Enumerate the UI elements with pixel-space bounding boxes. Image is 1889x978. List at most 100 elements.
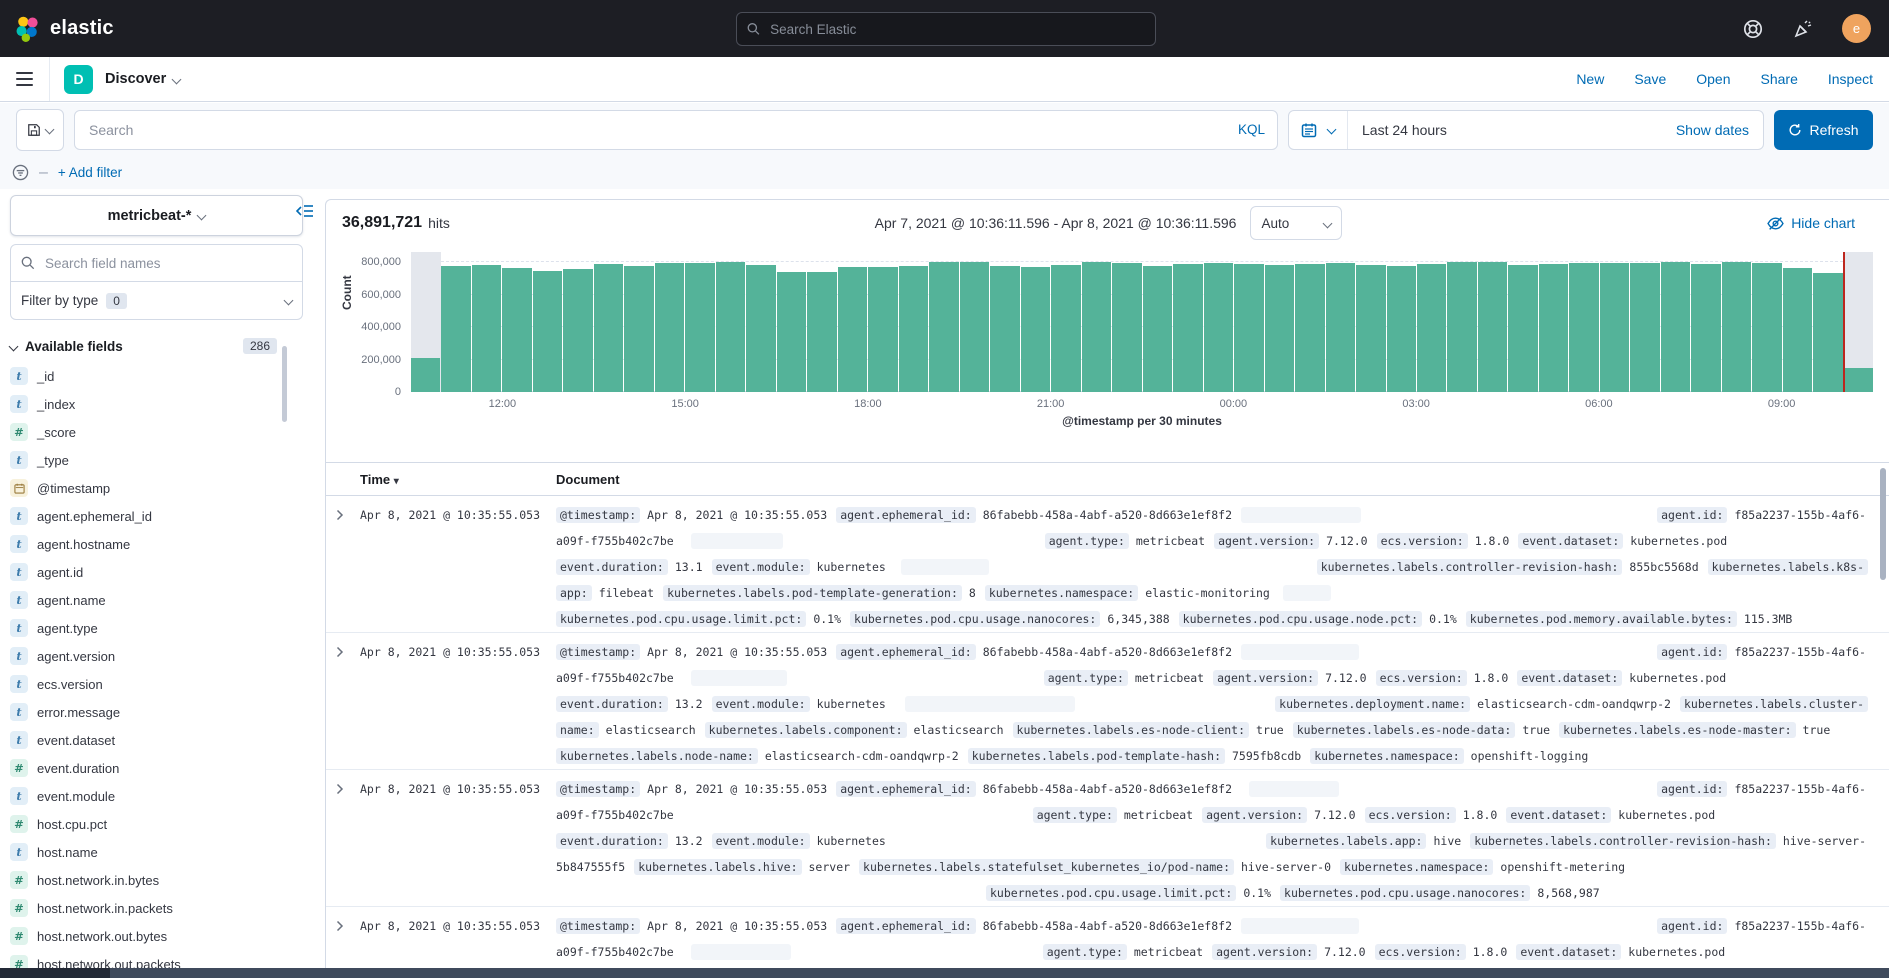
field-item-agent.name[interactable]: t agent.name xyxy=(10,586,303,614)
calendar-dropdown-button[interactable] xyxy=(1289,110,1348,149)
field-value: 0.1% xyxy=(1429,612,1457,626)
saved-queries-button[interactable] xyxy=(16,108,64,151)
field-name: agent.hostname xyxy=(37,536,131,552)
field-value: metricbeat xyxy=(1134,671,1205,685)
field-value: 0.1% xyxy=(813,612,842,626)
field-type-number-icon: # xyxy=(10,955,28,968)
expand-row-icon[interactable] xyxy=(334,502,360,632)
save-button[interactable]: Save xyxy=(1634,71,1667,87)
expand-row-icon[interactable] xyxy=(334,776,360,906)
field-value: hive-server- xyxy=(1782,834,1866,848)
field-item-_score[interactable]: # _score xyxy=(10,418,303,446)
histogram-bar xyxy=(1752,263,1782,392)
open-button[interactable]: Open xyxy=(1696,71,1731,87)
field-name-chip: kubernetes.labels.k8s- xyxy=(1707,559,1868,575)
user-avatar[interactable]: e xyxy=(1842,14,1871,43)
table-scrollbar[interactable] xyxy=(1880,468,1886,580)
field-name-chip: event.duration: xyxy=(556,833,668,849)
add-filter-button[interactable]: + Add filter xyxy=(57,165,123,180)
x-tick-label: 09:00 xyxy=(1767,398,1796,410)
field-value: f85a2237-155b-4af6- xyxy=(1734,919,1866,933)
x-tick-label: 18:00 xyxy=(854,398,882,410)
inspect-button[interactable]: Inspect xyxy=(1827,71,1873,87)
hide-chart-button[interactable]: Hide chart xyxy=(1767,215,1873,232)
field-value: f85a2237-155b-4af6- xyxy=(1734,645,1866,659)
field-name-chip: kubernetes.pod.cpu.usage.node.pct: xyxy=(1178,611,1423,627)
field-search-input[interactable] xyxy=(43,254,292,272)
y-tick-label: 600,000 xyxy=(361,288,401,301)
histogram-plot-area[interactable]: 0 200,000 400,000 600,000 800,000 xyxy=(361,252,1874,398)
histogram-bar xyxy=(654,263,685,392)
field-item-_type[interactable]: t _type xyxy=(10,446,303,474)
refresh-button[interactable]: Refresh xyxy=(1774,109,1873,150)
expand-row-icon[interactable] xyxy=(334,639,360,769)
field-value: elasticsearch xyxy=(913,723,1004,737)
filter-icon[interactable] xyxy=(12,164,29,181)
field-name: _index xyxy=(37,396,76,412)
help-icon[interactable] xyxy=(1742,18,1764,40)
field-item-host.name[interactable]: t host.name xyxy=(10,838,303,866)
kql-search-box[interactable]: KQL xyxy=(74,109,1278,150)
kql-search-input[interactable] xyxy=(87,120,1230,139)
show-dates-button[interactable]: Show dates xyxy=(1675,121,1749,138)
redacted-chip xyxy=(1241,918,1359,934)
field-item-event.duration[interactable]: # event.duration xyxy=(10,754,303,782)
gridline xyxy=(411,261,1873,263)
expand-row-icon[interactable] xyxy=(334,913,360,968)
time-column-header[interactable]: Time ▾ xyxy=(360,471,399,487)
menu-icon[interactable] xyxy=(16,72,33,86)
field-name-chip: kubernetes.labels.pod-template-hash: xyxy=(967,748,1225,764)
field-item-agent.hostname[interactable]: t agent.hostname xyxy=(10,530,303,558)
field-type-number-icon: # xyxy=(10,927,28,945)
field-value: Apr 8, 2021 @ 10:35:55.053 xyxy=(647,782,828,796)
histogram-chart[interactable]: Count 0 200,000 400,000 600,000 800,000 12:0… xyxy=(326,246,1889,410)
elastic-logo[interactable]: elastic xyxy=(0,15,114,42)
field-item-host.network.in.bytes[interactable]: # host.network.in.bytes xyxy=(10,866,303,894)
field-item-@timestamp[interactable]: @timestamp xyxy=(10,474,303,502)
horizontal-scrollbar[interactable] xyxy=(0,968,1889,978)
nav-bar: D Discover New Save Open Share Inspect xyxy=(0,57,1889,102)
field-item-agent.version[interactable]: t agent.version xyxy=(10,642,303,670)
global-header: elastic xyxy=(0,0,1889,57)
field-item-host.network.out.bytes[interactable]: # host.network.out.bytes xyxy=(10,922,303,950)
share-button[interactable]: Share xyxy=(1760,71,1798,87)
field-item-event.module[interactable]: t event.module xyxy=(10,782,303,810)
redacted-chip xyxy=(690,670,787,686)
field-item-agent.id[interactable]: t agent.id xyxy=(10,558,303,586)
field-item-_index[interactable]: t _index xyxy=(10,390,303,418)
histogram-bar xyxy=(1782,268,1813,392)
interval-select[interactable]: Auto xyxy=(1250,206,1343,240)
field-item-host.network.in.packets[interactable]: # host.network.in.packets xyxy=(10,894,303,922)
kql-label[interactable]: KQL xyxy=(1237,122,1265,137)
time-range-value[interactable]: Last 24 hours xyxy=(1362,121,1447,138)
field-item-host.network.out.packets[interactable]: # host.network.out.packets xyxy=(10,950,303,968)
field-item-ecs.version[interactable]: t ecs.version xyxy=(10,670,303,698)
new-button[interactable]: New xyxy=(1576,71,1605,87)
field-name: event.module xyxy=(37,788,116,804)
field-value: openshift-metering xyxy=(1500,860,1626,874)
news-feed-icon[interactable] xyxy=(1792,18,1814,40)
field-item-event.dataset[interactable]: t event.dataset xyxy=(10,726,303,754)
field-item-host.cpu.pct[interactable]: # host.cpu.pct xyxy=(10,810,303,838)
global-search[interactable] xyxy=(736,12,1156,46)
field-name-chip: agent.ephemeral_id: xyxy=(836,781,976,797)
sidebar-scrollbar[interactable] xyxy=(282,346,287,422)
field-value: elasticsearch-cdm-oandqwrp-2 xyxy=(1477,697,1671,711)
index-pattern-select[interactable]: metricbeat-* xyxy=(10,195,303,236)
available-fields-toggle[interactable]: Available fields 286 xyxy=(8,338,303,354)
y-axis-label: Count xyxy=(340,275,354,310)
field-value: 1.8.0 xyxy=(1473,671,1509,685)
field-item-_id[interactable]: t _id xyxy=(10,362,303,390)
histogram-bar xyxy=(929,261,959,392)
field-item-agent.ephemeral_id[interactable]: t agent.ephemeral_id xyxy=(10,502,303,530)
filter-by-type[interactable]: Filter by type 0 xyxy=(10,282,303,320)
field-type-string-icon: t xyxy=(10,591,28,609)
breadcrumb-discover[interactable]: Discover xyxy=(105,71,182,87)
field-item-agent.type[interactable]: t agent.type xyxy=(10,614,303,642)
field-item-error.message[interactable]: t error.message xyxy=(10,698,303,726)
global-search-input[interactable] xyxy=(768,20,1145,38)
x-tick-label: 06:00 xyxy=(1585,398,1613,410)
collapse-sidebar-icon[interactable] xyxy=(296,203,314,219)
field-search[interactable] xyxy=(10,244,303,282)
x-tick-label: 15:00 xyxy=(671,398,699,410)
